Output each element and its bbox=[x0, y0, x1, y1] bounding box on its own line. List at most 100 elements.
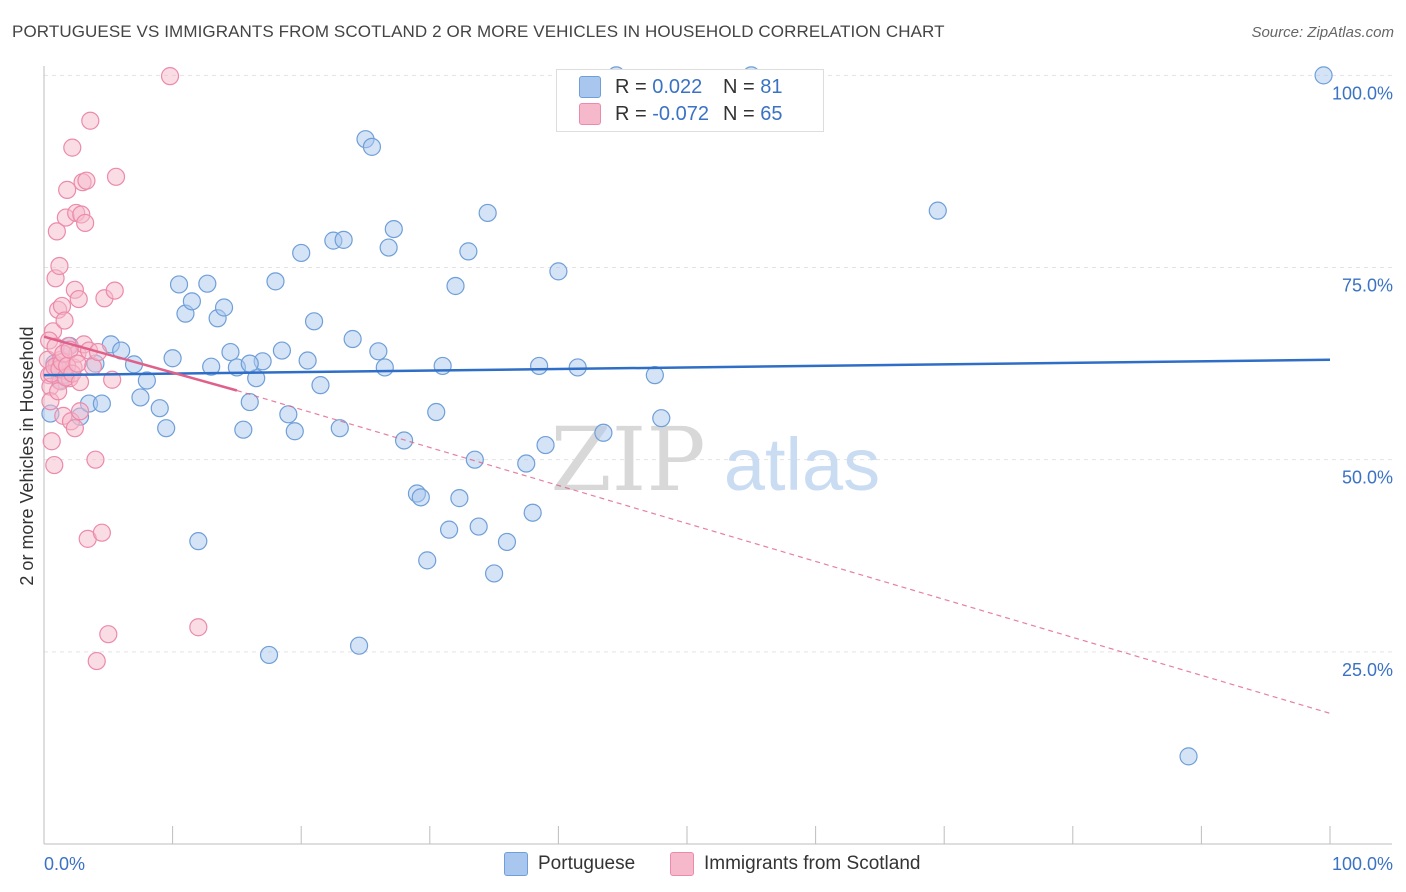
portuguese-point bbox=[379, 238, 398, 257]
portuguese-point bbox=[369, 342, 388, 361]
portuguese-point bbox=[202, 357, 221, 376]
portuguese-point bbox=[594, 423, 613, 442]
chart-title: PORTUGUESE VS IMMIGRANTS FROM SCOTLAND 2… bbox=[12, 22, 945, 41]
legend-r-label: R = bbox=[615, 75, 647, 98]
scotland-point bbox=[160, 67, 180, 86]
portuguese-point bbox=[157, 419, 176, 438]
legend-swatch-blue bbox=[579, 76, 601, 98]
portuguese-point bbox=[450, 489, 469, 508]
scotland-point bbox=[65, 419, 84, 438]
legend-r-value: 0.022 bbox=[652, 75, 703, 98]
scotland-swatch bbox=[670, 852, 694, 876]
portuguese-point bbox=[137, 371, 156, 390]
portuguese-point bbox=[446, 276, 465, 296]
portuguese-point bbox=[330, 419, 349, 438]
portuguese-point bbox=[439, 520, 459, 539]
portuguese-point bbox=[459, 242, 478, 261]
scotland-point bbox=[87, 651, 106, 671]
portuguese-point bbox=[92, 394, 111, 413]
portuguese-point bbox=[1179, 747, 1198, 766]
portuguese-point bbox=[1314, 66, 1333, 85]
scotland-point bbox=[86, 450, 105, 469]
scotland-point bbox=[106, 167, 126, 186]
legend-row-scotland: R = -0.072 N = 65 bbox=[579, 102, 783, 126]
portuguese-point bbox=[240, 392, 259, 412]
watermark-zip: ZIP bbox=[550, 408, 705, 511]
portuguese-point bbox=[272, 341, 292, 360]
legend-row-portuguese: R = 0.022 N = 81 bbox=[579, 75, 783, 99]
x-tick-label: 0.0% bbox=[44, 854, 85, 874]
portuguese-point bbox=[131, 388, 150, 407]
portuguese-point bbox=[549, 262, 568, 281]
portuguese-point bbox=[311, 376, 330, 395]
scotland-point bbox=[63, 138, 82, 157]
portuguese-point bbox=[485, 564, 504, 583]
scotland-point bbox=[70, 402, 90, 421]
portuguese-point bbox=[645, 366, 664, 385]
scotland-point bbox=[45, 455, 64, 475]
portuguese-point bbox=[198, 274, 217, 293]
scotland-point bbox=[50, 256, 69, 276]
portuguese-point bbox=[536, 435, 555, 455]
portuguese-point bbox=[362, 137, 382, 156]
portuguese-point bbox=[169, 275, 189, 294]
scotland-point bbox=[42, 432, 61, 451]
legend-n-value: 81 bbox=[760, 75, 783, 98]
portuguese-point bbox=[334, 230, 353, 249]
scotland-point bbox=[189, 618, 208, 637]
y-tick-label: 25.0% bbox=[1342, 660, 1393, 680]
scotland-point bbox=[77, 171, 96, 190]
portuguese-point bbox=[497, 532, 517, 552]
scotland-point bbox=[92, 523, 111, 542]
portuguese-trend-line bbox=[43, 358, 1331, 377]
bottom-legend-scotland[interactable]: Immigrants from Scotland bbox=[670, 852, 920, 876]
bottom-legend-label: Immigrants from Scotland bbox=[704, 853, 921, 874]
scotland-point bbox=[58, 180, 77, 199]
legend-n-label: N = bbox=[723, 102, 755, 125]
portuguese-point bbox=[469, 517, 488, 536]
scotland-point bbox=[99, 625, 118, 644]
portuguese-point bbox=[298, 351, 317, 370]
scotland-point bbox=[81, 111, 100, 130]
portuguese-point bbox=[652, 409, 671, 428]
portuguese-point bbox=[304, 312, 324, 331]
y-tick-label: 75.0% bbox=[1342, 276, 1393, 296]
portuguese-point bbox=[234, 420, 253, 439]
legend-r-label: R = bbox=[615, 102, 647, 125]
bottom-legend-portuguese[interactable]: Portuguese bbox=[504, 852, 635, 876]
portuguese-point bbox=[240, 354, 259, 373]
portuguese-point bbox=[279, 405, 298, 424]
portuguese-point bbox=[530, 356, 549, 376]
legend-n-label: N = bbox=[723, 75, 755, 98]
scotland-point bbox=[47, 222, 66, 241]
scotland-point bbox=[70, 372, 90, 392]
portuguese-point bbox=[259, 645, 279, 665]
legend-r-value: -0.072 bbox=[652, 102, 709, 125]
portuguese-point bbox=[163, 349, 182, 368]
y-tick-label: 100.0% bbox=[1332, 83, 1393, 103]
portuguese-point bbox=[182, 292, 201, 311]
portuguese-point bbox=[285, 422, 304, 441]
legend-swatch-pink bbox=[579, 103, 601, 125]
y-axis-label: 2 or more Vehicles in Household bbox=[17, 326, 37, 585]
portuguese-point bbox=[418, 551, 437, 570]
portuguese-point bbox=[343, 329, 362, 349]
scotland-point bbox=[55, 311, 74, 330]
bottom-legend-label: Portuguese bbox=[538, 853, 636, 874]
portuguese-point bbox=[427, 402, 446, 422]
portuguese-point bbox=[465, 450, 484, 469]
portuguese-point bbox=[375, 358, 394, 377]
scotland-point bbox=[105, 281, 124, 300]
portuguese-point bbox=[292, 243, 311, 263]
watermark-atlas: atlas bbox=[724, 423, 880, 506]
legend-n-value: 65 bbox=[760, 102, 783, 125]
stats-legend: R = 0.022 N = 81 R = -0.072 N = 65 bbox=[556, 69, 824, 132]
portuguese-point bbox=[150, 399, 169, 418]
portuguese-swatch bbox=[504, 852, 528, 876]
scotland-trend-line bbox=[43, 335, 238, 392]
y-tick-label: 50.0% bbox=[1342, 468, 1393, 488]
portuguese-point bbox=[221, 342, 240, 362]
portuguese-point bbox=[523, 503, 542, 522]
source-label: Source: ZipAtlas.com bbox=[1251, 24, 1394, 41]
